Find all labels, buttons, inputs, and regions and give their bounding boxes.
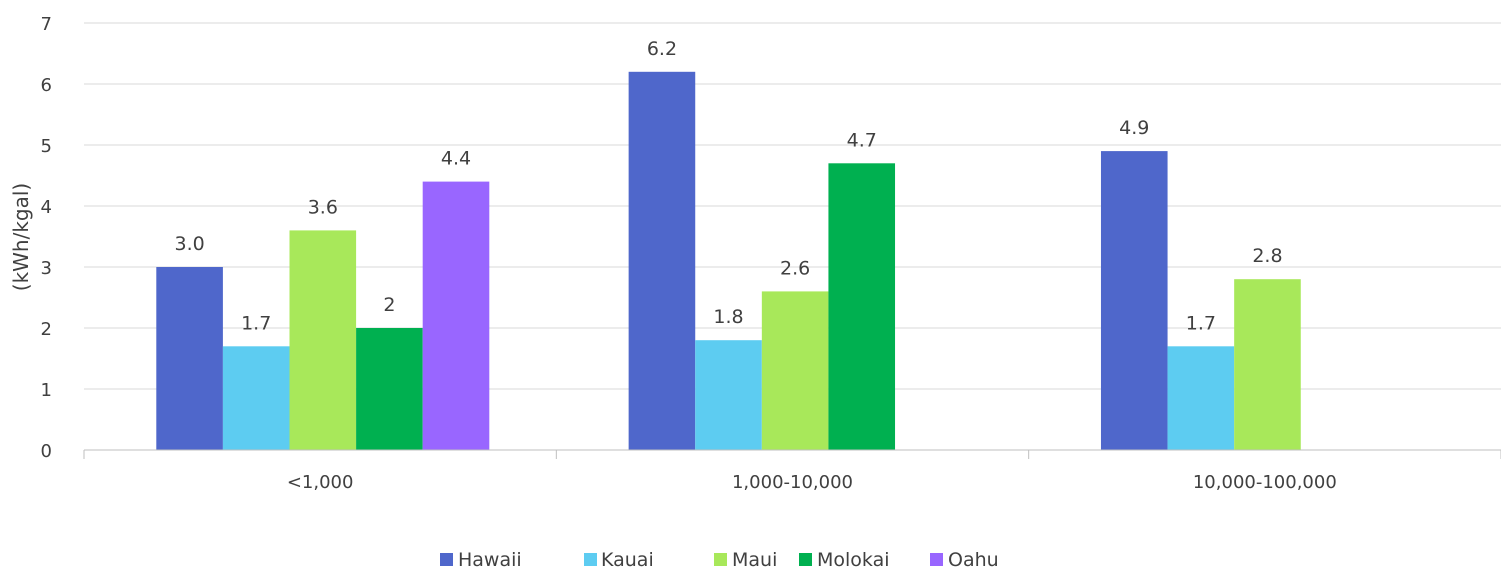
- bar-kauai: [1167, 346, 1235, 450]
- bar-hawaii: [1100, 151, 1168, 450]
- legend-swatch-hawaii: [440, 553, 453, 566]
- data-label: 1.8: [713, 306, 743, 328]
- bars: [156, 71, 1301, 451]
- bar-maui: [1234, 279, 1301, 450]
- bar-hawaii: [628, 71, 696, 451]
- y-tick-label: 3: [41, 258, 52, 279]
- legend-label: Molokai: [817, 549, 890, 571]
- bar-molokai: [828, 163, 896, 451]
- data-label: 2.8: [1252, 245, 1282, 267]
- y-tick-label: 1: [41, 380, 52, 401]
- bar-hawaii: [156, 267, 223, 450]
- x-tick-label: 1,000-10,000: [732, 472, 853, 493]
- data-label: 3.6: [308, 196, 338, 218]
- bar-kauai: [222, 346, 290, 450]
- axes: 0 1 2 3 4 5 6 7 <1,000 1,000-10,000 10,000-100,000: [41, 14, 1501, 493]
- y-tick-label: 7: [41, 14, 52, 35]
- y-tick-label: 6: [41, 75, 52, 96]
- data-label: 4.4: [441, 148, 471, 170]
- data-label: 4.9: [1119, 117, 1149, 139]
- y-tick-label: 0: [41, 441, 52, 462]
- data-label: 3.0: [174, 233, 204, 255]
- legend-swatch-molokai: [799, 553, 812, 566]
- data-label: 4.7: [847, 129, 877, 151]
- legend-swatch-oahu: [930, 553, 943, 566]
- legend-swatch-kauai: [584, 553, 597, 566]
- legend-label: Hawaii: [458, 549, 522, 571]
- bar-molokai: [356, 328, 423, 450]
- legend-swatch-maui: [714, 553, 727, 566]
- data-label: 1.7: [1186, 312, 1216, 334]
- data-label: 1.7: [241, 312, 271, 334]
- legend-label: Maui: [732, 549, 777, 571]
- x-tick-label: 10,000-100,000: [1193, 472, 1337, 493]
- y-tick-label: 2: [41, 319, 52, 340]
- legend-label: Oahu: [948, 549, 999, 571]
- data-label: 6.2: [647, 38, 677, 60]
- y-tick-label: 4: [41, 197, 52, 218]
- bar-maui: [289, 230, 357, 450]
- y-tick-label: 5: [41, 136, 52, 157]
- y-axis-title: (kWh/kgal): [9, 183, 33, 291]
- data-label: 2: [383, 294, 395, 316]
- legend-label: Kauai: [601, 549, 654, 571]
- data-label: 2.6: [780, 257, 810, 279]
- x-tick-label: <1,000: [287, 472, 354, 493]
- data-labels: 3.0 1.7 3.6 2 4.4 6.2 1.8 2.6 4.7 4.9 1.7 2.8: [174, 38, 1282, 334]
- legend: Hawaii Kauai Maui Molokai Oahu: [440, 549, 999, 571]
- bar-kauai: [695, 340, 762, 450]
- bar-oahu: [422, 181, 490, 450]
- bar-maui: [761, 291, 829, 450]
